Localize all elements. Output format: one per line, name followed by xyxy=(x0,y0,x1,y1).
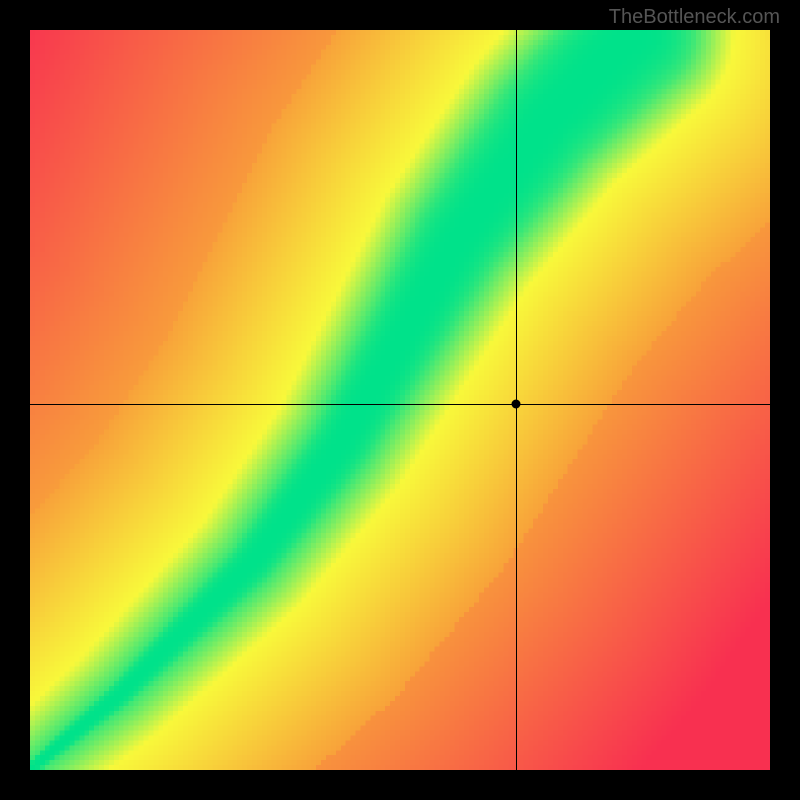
heatmap-canvas xyxy=(30,30,770,770)
plot-area xyxy=(30,30,770,770)
watermark-text: TheBottleneck.com xyxy=(609,6,780,29)
data-point-marker xyxy=(512,399,521,408)
crosshair-horizontal xyxy=(30,404,770,405)
